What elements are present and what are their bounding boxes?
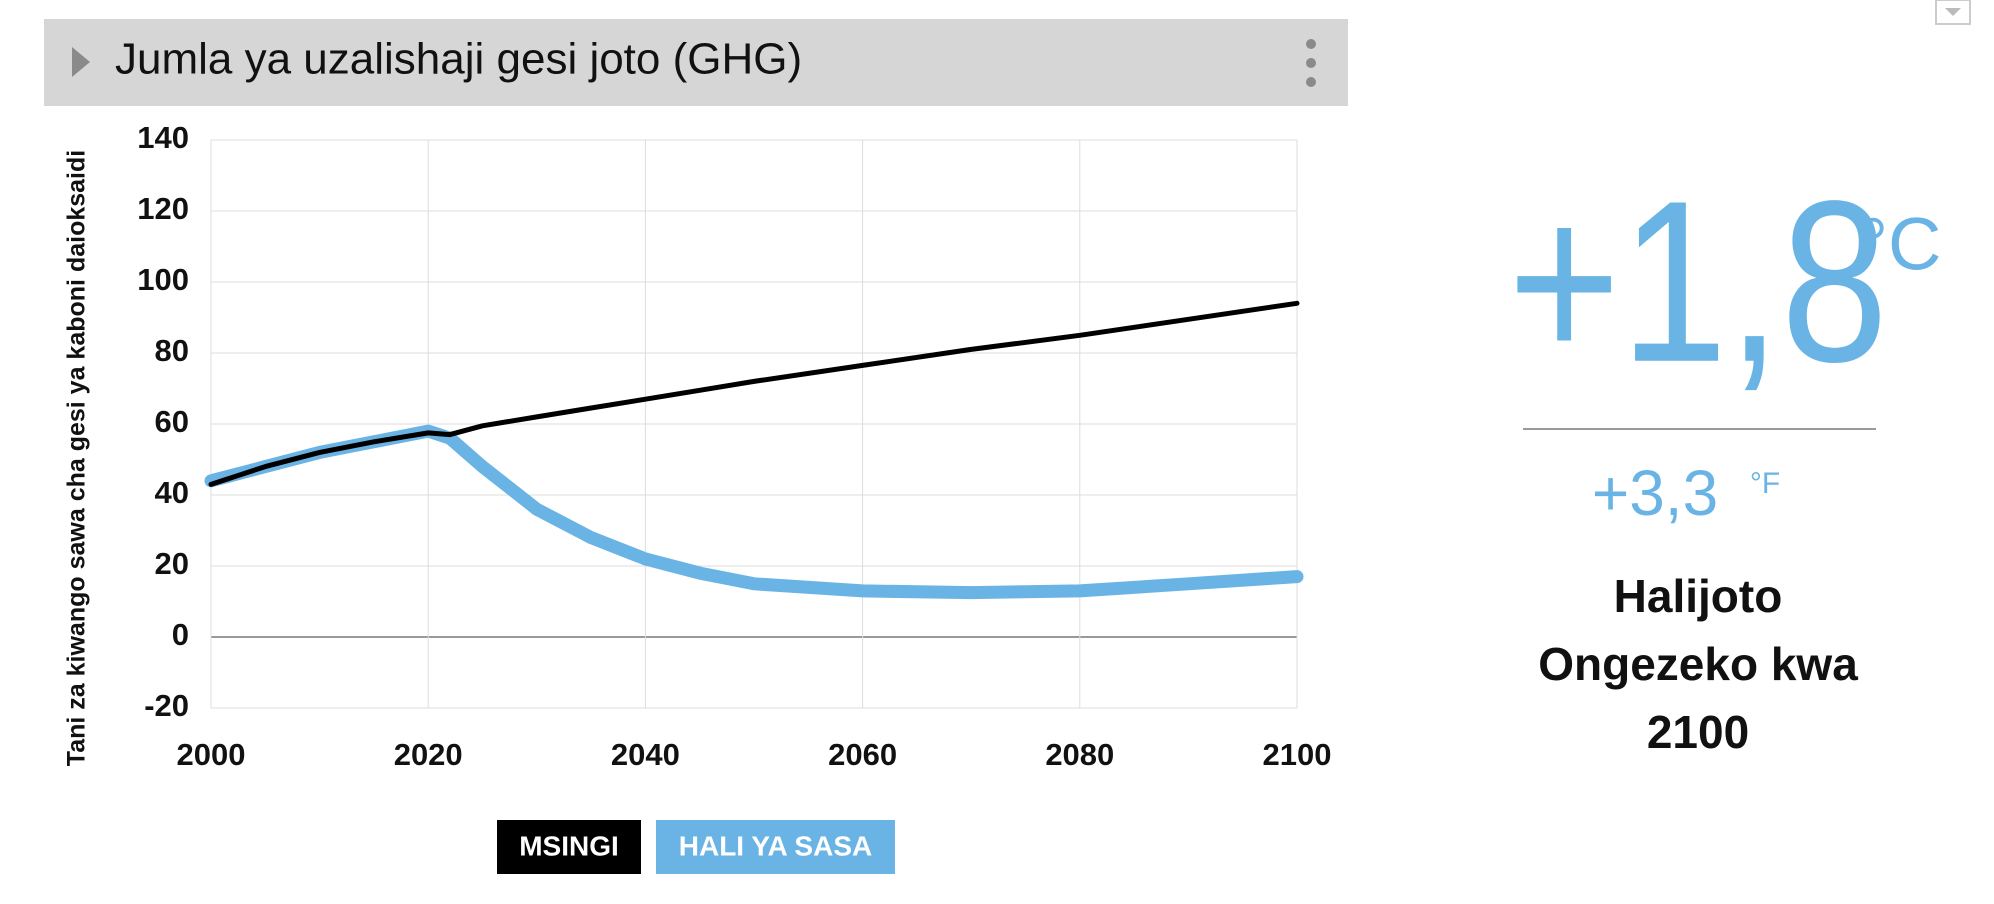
x-tick-label: 2040 — [611, 737, 680, 772]
y-axis-title: Tani za kiwango sawa cha gesi ya kaboni … — [63, 150, 91, 766]
menu-icon[interactable] — [1306, 39, 1316, 87]
fahrenheit-value: +3,3 — [1592, 457, 1718, 529]
y-tick-label: 140 — [137, 120, 189, 155]
celsius-unit: °C — [1858, 203, 1941, 286]
x-tick-label: 2000 — [177, 737, 246, 772]
y-tick-label: -20 — [144, 688, 189, 723]
fahrenheit-unit: °F — [1750, 467, 1780, 500]
series-line — [208, 300, 1300, 487]
y-tick-label: 0 — [172, 617, 189, 652]
caption-line: Ongezeko kwa — [1538, 638, 1858, 690]
x-tick-label: 2060 — [828, 737, 897, 772]
y-tick-label: 100 — [137, 262, 189, 297]
caption-line: Halijoto — [1614, 570, 1783, 622]
legend-box[interactable] — [656, 820, 895, 874]
header-bar — [44, 19, 1348, 106]
y-tick-label: 80 — [155, 333, 189, 368]
header-title: Jumla ya uzalishaji gesi joto (GHG) — [115, 35, 802, 84]
legend-label[interactable]: MSINGI — [519, 830, 619, 861]
y-tick-label: 120 — [137, 191, 189, 226]
y-tick-label: 20 — [155, 546, 189, 581]
y-tick-label: 60 — [155, 404, 189, 439]
series-line — [204, 424, 1304, 600]
legend-label[interactable]: HALI YA SASA — [679, 830, 872, 861]
dropdown-icon[interactable] — [1935, 0, 1971, 25]
x-tick-label: 2020 — [394, 737, 463, 772]
y-tick-label: 40 — [155, 475, 189, 510]
expand-icon[interactable] — [72, 47, 90, 77]
x-tick-label: 2080 — [1045, 737, 1114, 772]
celsius-value: +1,8 — [1508, 153, 1888, 410]
legend-box[interactable] — [497, 820, 641, 874]
caption-line: 2100 — [1647, 706, 1749, 758]
x-tick-label: 2100 — [1263, 737, 1332, 772]
